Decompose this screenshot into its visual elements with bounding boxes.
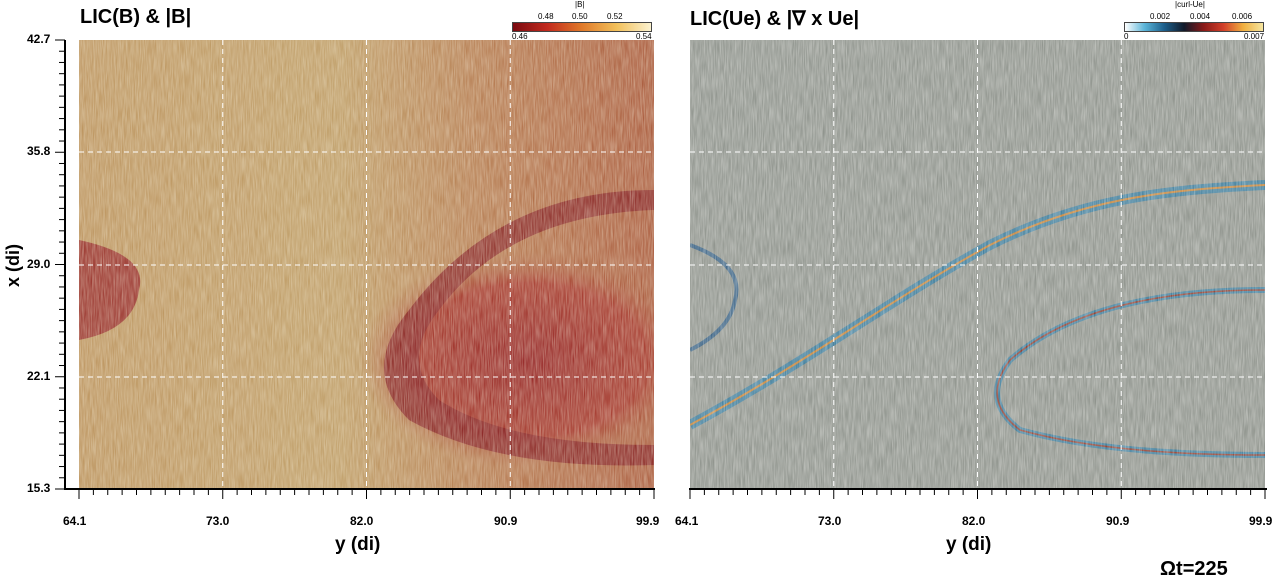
left-colorbar-tick: 0.48 bbox=[538, 12, 554, 21]
left-colorbar-tick: 0.50 bbox=[572, 12, 588, 21]
left-x-axis bbox=[64, 488, 655, 490]
timestamp-label: Ωt=225 bbox=[1160, 558, 1228, 580]
x-axis-label: y (di) bbox=[335, 534, 381, 555]
left-colorbar-max: 0.54 bbox=[636, 32, 652, 41]
x-tick: 73.0 bbox=[206, 514, 230, 528]
left-colorbar bbox=[512, 22, 652, 32]
x-tick: 82.0 bbox=[350, 514, 374, 528]
right-colorbar-min: 0 bbox=[1124, 32, 1129, 41]
y-tick: 15.3 bbox=[27, 481, 51, 495]
right-panel-title: LIC(Ue) & |∇ x Ue| bbox=[690, 8, 860, 30]
x-tick: 64.1 bbox=[63, 514, 87, 528]
left-colorbar-tick: 0.52 bbox=[607, 12, 623, 21]
right-colorbar-tick: 0.002 bbox=[1150, 12, 1171, 21]
x-tick: 99.9 bbox=[636, 514, 660, 528]
left-panel-title: LIC(B) & |B| bbox=[80, 6, 192, 28]
left-colorbar-label: |B| bbox=[575, 0, 585, 9]
x-tick: 82.0 bbox=[962, 514, 986, 528]
y-tick: 22.1 bbox=[27, 369, 51, 383]
y-tick: 42.7 bbox=[27, 32, 51, 46]
x-tick: 99.9 bbox=[1249, 514, 1273, 528]
y-tick: 35.8 bbox=[27, 144, 51, 158]
left-colorbar-min: 0.46 bbox=[512, 32, 528, 41]
right-colorbar-max: 0.007 bbox=[1244, 32, 1265, 41]
x-tick: 73.0 bbox=[818, 514, 842, 528]
right-colorbar-label: |curl-Ue| bbox=[1175, 0, 1205, 9]
y-tick: 29.0 bbox=[27, 257, 51, 271]
right-colorbar bbox=[1124, 22, 1264, 32]
x-tick: 90.9 bbox=[1106, 514, 1130, 528]
right-colorbar-tick: 0.006 bbox=[1232, 12, 1253, 21]
x-axis-label: y (di) bbox=[946, 534, 992, 555]
left-plot-image bbox=[79, 40, 654, 489]
x-tick: 64.1 bbox=[675, 514, 699, 528]
x-tick: 90.9 bbox=[494, 514, 518, 528]
right-colorbar-tick: 0.004 bbox=[1190, 12, 1211, 21]
